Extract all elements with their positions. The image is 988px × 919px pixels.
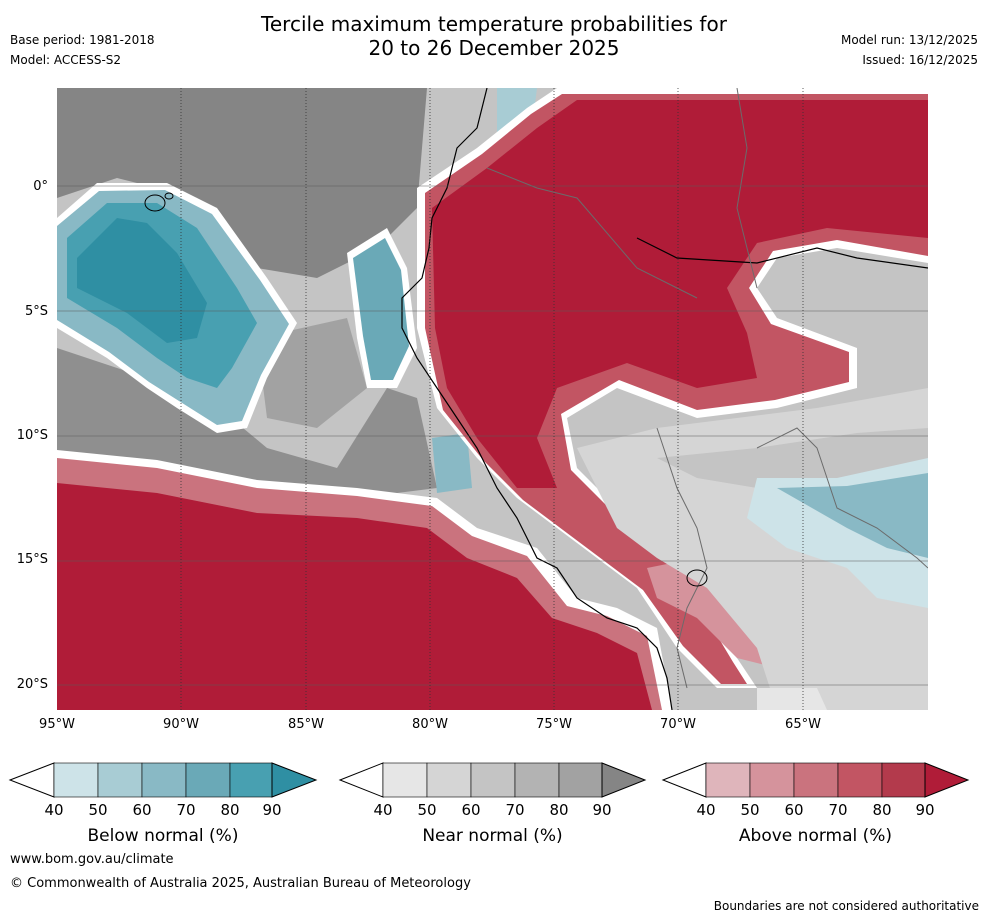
legend-label-above: Above normal (%) xyxy=(738,826,893,846)
cb-above-tick-70: 70 xyxy=(828,801,848,819)
footer-url[interactable]: www.bom.gov.au/climate xyxy=(10,852,174,867)
base-period: Base period: 1981-2018 xyxy=(10,33,155,47)
lon-label-95w: 95°W xyxy=(39,717,75,732)
above-normal-90-continent xyxy=(432,100,928,488)
cb-near-70 xyxy=(514,762,560,798)
lon-label-65w: 65°W xyxy=(785,717,821,732)
model-name: Model: ACCESS-S2 xyxy=(10,53,122,67)
lon-label-80w: 80°W xyxy=(412,717,448,732)
map-canvas xyxy=(57,87,929,711)
cb-near-40 xyxy=(382,762,428,798)
cb-below-tick-40: 40 xyxy=(44,801,64,819)
issued-date: Issued: 16/12/2025 xyxy=(862,53,978,67)
galapagos-island-small xyxy=(164,192,174,200)
cb-below-40 xyxy=(53,762,99,798)
below-normal-90-region xyxy=(77,218,207,343)
model-run: Model run: 13/12/2025 xyxy=(840,33,978,47)
border-ecuador-peru xyxy=(486,167,698,299)
below-normal-70-region xyxy=(353,238,409,380)
lon-label-75w: 75°W xyxy=(536,717,572,732)
lon-label-85w: 85°W xyxy=(288,717,324,732)
below-normal-small-region xyxy=(432,433,472,493)
cb-below-tip-left xyxy=(8,762,55,798)
graticule xyxy=(57,185,928,686)
cb-above-tip-left xyxy=(661,762,707,798)
cb-below-tick-70: 70 xyxy=(176,801,196,819)
cb-near-tick-60: 60 xyxy=(461,801,481,819)
title-line-2: 20 to 26 December 2025 xyxy=(368,36,620,60)
colorbars xyxy=(8,762,970,798)
cb-above-70 xyxy=(837,762,883,798)
border-brazil-bolivia xyxy=(756,427,929,569)
meta-left: Base period: 1981-2018 Model: ACCESS-S2 xyxy=(10,30,155,70)
cb-below-tip-right xyxy=(271,762,318,798)
legend-label-below: Below normal (%) xyxy=(87,826,239,846)
cb-near-tick-50: 50 xyxy=(417,801,437,819)
river-amazon xyxy=(636,237,929,269)
galapagos-island xyxy=(144,194,166,212)
lat-label-0: 0° xyxy=(33,179,48,194)
cb-below-tick-80: 80 xyxy=(220,801,240,819)
coastline xyxy=(401,87,673,711)
lat-label-10s: 10°S xyxy=(16,428,48,443)
cb-above-80 xyxy=(881,762,926,798)
cb-above-40 xyxy=(705,762,751,798)
near-normal-90-region xyxy=(57,88,427,278)
near-normal-40-region xyxy=(757,688,827,710)
lake-titicaca xyxy=(686,569,708,587)
colorbar-above-normal xyxy=(661,762,970,798)
map-title: Tercile maximum temperature probabilitie… xyxy=(0,12,988,60)
cb-above-50 xyxy=(749,762,795,798)
colorbar-below-normal xyxy=(8,762,318,798)
title-line-1: Tercile maximum temperature probabilitie… xyxy=(261,12,727,36)
probability-map xyxy=(57,87,929,711)
lat-label-15s: 15°S xyxy=(16,552,48,567)
cb-near-50 xyxy=(426,762,472,798)
cb-above-tip-right xyxy=(924,762,970,798)
lon-label-70w: 70°W xyxy=(660,717,696,732)
cb-below-80 xyxy=(229,762,273,798)
cb-below-tick-60: 60 xyxy=(132,801,152,819)
cb-above-tick-80: 80 xyxy=(872,801,892,819)
cb-below-50 xyxy=(97,762,143,798)
cb-above-60 xyxy=(793,762,839,798)
colorbar-near-normal xyxy=(338,762,647,798)
cb-near-tip-right xyxy=(601,762,647,798)
cb-above-tick-90: 90 xyxy=(915,801,935,819)
lat-label-20s: 20°S xyxy=(16,677,48,692)
lon-label-90w: 90°W xyxy=(163,717,199,732)
cb-near-tick-70: 70 xyxy=(505,801,525,819)
cb-above-tick-60: 60 xyxy=(784,801,804,819)
meta-right: Model run: 13/12/2025 Issued: 16/12/2025 xyxy=(841,30,978,70)
lat-label-5s: 5°S xyxy=(24,304,48,319)
above-normal-90-south xyxy=(57,483,652,710)
cb-below-tick-50: 50 xyxy=(88,801,108,819)
footer-disclaimer: Boundaries are not considered authoritat… xyxy=(713,899,979,913)
cb-near-80 xyxy=(558,762,603,798)
cb-near-tick-80: 80 xyxy=(549,801,569,819)
cb-near-tick-40: 40 xyxy=(373,801,393,819)
cb-near-tip-left xyxy=(338,762,384,798)
cb-near-tick-90: 90 xyxy=(592,801,612,819)
cb-below-70 xyxy=(185,762,231,798)
cb-below-tick-90: 90 xyxy=(262,801,282,819)
border-colombia-brazil xyxy=(736,87,758,289)
border-peru-bolivia xyxy=(656,427,708,689)
cb-above-tick-40: 40 xyxy=(696,801,716,819)
footer-copyright: © Commonwealth of Australia 2025, Austra… xyxy=(10,876,471,891)
legend-label-near: Near normal (%) xyxy=(422,826,563,846)
cb-near-60 xyxy=(470,762,516,798)
cb-above-tick-50: 50 xyxy=(740,801,760,819)
cb-below-60 xyxy=(141,762,187,798)
